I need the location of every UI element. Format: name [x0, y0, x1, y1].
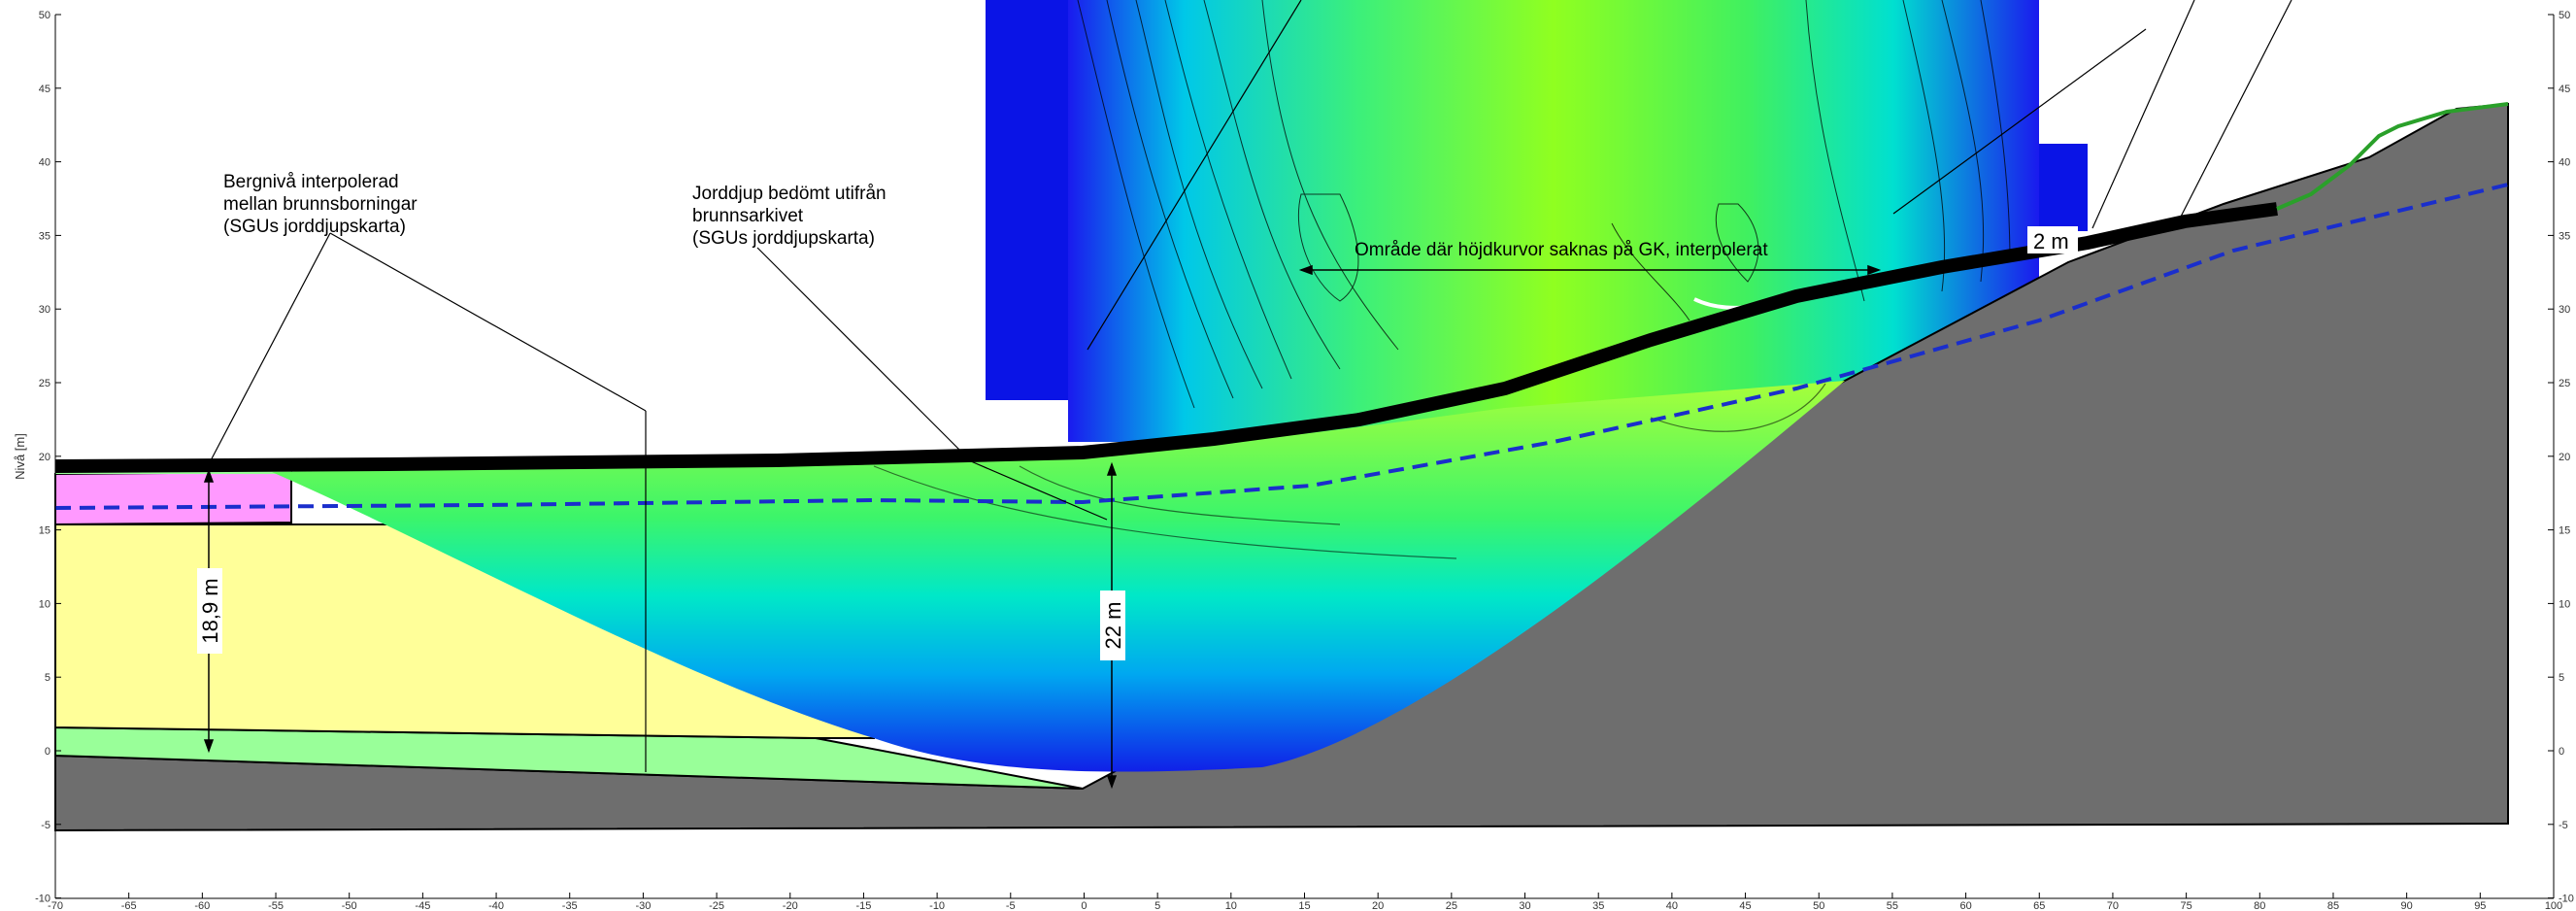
- y-tick-label: 35: [39, 230, 50, 242]
- x-tick-label: 20: [1372, 900, 1384, 911]
- y-tick-label: 5: [45, 672, 50, 684]
- x-tick-label: -10: [929, 900, 945, 911]
- x-axis-ticks: -70 -65 -60 -55 -50 -45 -40 -35 -30 -25 -20 -15 -10-…: [48, 893, 2562, 911]
- x-tick-label: -40: [488, 900, 504, 911]
- svg-text:22 m: 22 m: [1101, 602, 1125, 650]
- y-tick-label: 0: [45, 746, 50, 758]
- svg-text:2 m: 2 m: [2033, 229, 2069, 253]
- x-tick-label: 80: [2254, 900, 2265, 911]
- x-tick-label: 30: [1519, 900, 1530, 911]
- leader-lines: [208, 0, 2292, 772]
- y-tick-label: -10: [35, 894, 50, 905]
- x-tick-label: 60: [1959, 900, 1971, 911]
- y-tick-label: 50: [39, 10, 50, 21]
- x-tick-label: 70: [2107, 900, 2119, 911]
- x-tick-label: 25: [1446, 900, 1457, 911]
- y-tick-label-right: 5: [2559, 672, 2564, 684]
- dim-label-2: 2 m: [2027, 226, 2078, 253]
- x-tick-label: -15: [855, 900, 871, 911]
- soil-depth-note-line-3: (SGUs jorddjupskarta): [692, 228, 875, 249]
- ground-surface: [54, 102, 2509, 473]
- x-tick-label: 10: [1225, 900, 1237, 911]
- x-tick-label: 45: [1739, 900, 1751, 911]
- y-tick-label-right: 30: [2559, 304, 2570, 316]
- x-tick-label: -60: [194, 900, 210, 911]
- y-tick-label: 10: [39, 598, 50, 610]
- svg-text:18,9 m: 18,9 m: [198, 578, 222, 643]
- annotation-soil-depth: Jorddjup bedömt utifrån brunnsarkivet (S…: [692, 184, 887, 249]
- x-tick-label: 95: [2474, 900, 2486, 911]
- y-tick-label-right: 35: [2559, 230, 2570, 242]
- y-tick-label: 25: [39, 378, 50, 389]
- annotation-bedrock: Bergnivå interpolerad mellan brunnsborni…: [223, 172, 418, 237]
- x-tick-label: 85: [2327, 900, 2339, 911]
- x-tick-label: -20: [783, 900, 798, 911]
- y-tick-label: 20: [39, 452, 50, 463]
- stress-fan: [272, 381, 1845, 772]
- x-tick-label: 40: [1666, 900, 1678, 911]
- x-tick-label: -45: [415, 900, 430, 911]
- y-tick-label-right: -5: [2559, 820, 2568, 831]
- y-tick-label-right: 20: [2559, 452, 2570, 463]
- interpolated-area-note: Område där höjdkurvor saknas på GK, inte…: [1355, 240, 1768, 260]
- x-tick-label: -65: [121, 900, 137, 911]
- x-tick-label: 75: [2180, 900, 2191, 911]
- y-tick-label-right: 40: [2559, 157, 2570, 169]
- x-tick-label: 65: [2033, 900, 2045, 911]
- bedrock-note-line-2: mellan brunnsborningar: [223, 194, 418, 215]
- x-tick-label: 100: [2545, 900, 2562, 911]
- soil-depth-note-line-1: Jorddjup bedömt utifrån: [692, 184, 887, 204]
- x-tick-label: 0: [1081, 900, 1087, 911]
- dim-label-18-9: 18,9 m: [197, 568, 222, 654]
- x-tick-label: -25: [709, 900, 724, 911]
- x-tick-label: 50: [1813, 900, 1824, 911]
- y-tick-label: 45: [39, 84, 50, 95]
- y-tick-label: -5: [41, 820, 50, 831]
- x-tick-label: 5: [1154, 900, 1160, 911]
- x-tick-label: 90: [2401, 900, 2413, 911]
- x-tick-label: -70: [48, 900, 63, 911]
- x-tick-label: -50: [342, 900, 357, 911]
- y-tick-label-right: 15: [2559, 525, 2570, 537]
- y-tick-label: 15: [39, 525, 50, 537]
- bedrock-note-line-1: Bergnivå interpolerad: [223, 172, 399, 192]
- dim-label-22: 22 m: [1100, 590, 1125, 660]
- x-tick-label: -35: [562, 900, 578, 911]
- x-tick-label: -30: [635, 900, 651, 911]
- bedrock-note-line-3: (SGUs jorddjupskarta): [223, 217, 406, 237]
- y-tick-label: 30: [39, 304, 50, 316]
- y-tick-label-right: 0: [2559, 746, 2564, 758]
- x-tick-label: 55: [1887, 900, 1898, 911]
- y-tick-label-right: 10: [2559, 598, 2570, 610]
- x-tick-label: -55: [268, 900, 284, 911]
- y-tick-label-right: -10: [2559, 894, 2574, 905]
- x-tick-label: 15: [1298, 900, 1310, 911]
- y-tick-label: 40: [39, 157, 50, 169]
- y-tick-label-right: 25: [2559, 378, 2570, 389]
- y-tick-label-right: 50: [2559, 10, 2570, 21]
- soil-depth-note-line-2: brunnsarkivet: [692, 206, 804, 226]
- x-tick-label: -5: [1006, 900, 1016, 911]
- x-tick-label: 35: [1592, 900, 1604, 911]
- y-tick-label-right: 45: [2559, 84, 2570, 95]
- y-axis-label: Nivå [m]: [13, 433, 27, 480]
